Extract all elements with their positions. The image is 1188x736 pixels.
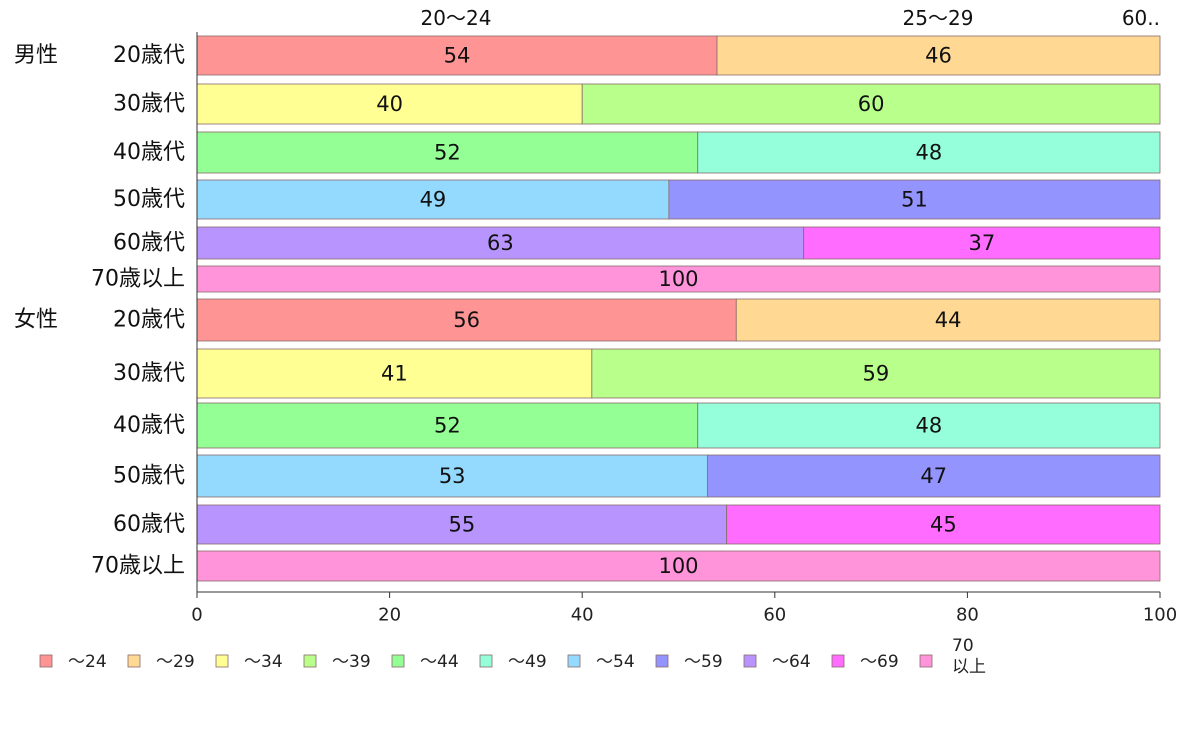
row-label: 50歳代 (113, 187, 185, 212)
bar-segment (196, 298, 737, 342)
legend-label: 70 以上 (952, 636, 986, 677)
bar-segment (196, 550, 1161, 582)
bar-value-label: 100 (658, 554, 698, 578)
bar-segment (697, 131, 1161, 174)
bar-value-label: 60 (858, 92, 885, 116)
top-label: 60.. (1122, 6, 1160, 30)
top-label: 20〜24 (421, 6, 492, 30)
legend-label: 〜64 (772, 652, 811, 672)
bar-value-label: 41 (381, 362, 408, 386)
x-tick-label: 20 (378, 605, 401, 626)
row-label: 30歳代 (113, 92, 185, 117)
bar-segment (196, 83, 583, 125)
bar-value-label: 54 (444, 44, 471, 68)
row-label: 60歳代 (113, 512, 185, 537)
bar-value-label: 53 (439, 464, 466, 488)
bar-value-label: 52 (434, 414, 461, 438)
bar-segment (196, 265, 1161, 293)
legend-label: 〜59 (684, 652, 723, 672)
bar-segment (581, 83, 1161, 125)
top-label: 25〜29 (903, 6, 974, 30)
bar-value-label: 44 (935, 308, 962, 332)
legend-label: 〜54 (596, 652, 635, 672)
bar-value-label: 48 (916, 414, 943, 438)
row-label: 70歳以上 (91, 554, 185, 579)
row-label: 50歳代 (113, 464, 185, 489)
bar-segment (196, 179, 670, 220)
bar-value-label: 52 (434, 141, 461, 165)
bar-segment (706, 454, 1161, 498)
row-label: 70歳以上 (91, 267, 185, 292)
bar-value-label: 51 (901, 188, 928, 212)
bar-segment (196, 131, 699, 174)
group-label: 男性 (14, 43, 58, 68)
bar-value-label: 37 (968, 231, 995, 255)
row-label: 60歳代 (113, 231, 185, 256)
row-label: 20歳代 (113, 308, 185, 333)
bar-value-label: 56 (453, 308, 480, 332)
legend-swatch (567, 654, 581, 668)
bar-value-label: 45 (930, 513, 957, 537)
x-tick-label: 60 (763, 605, 786, 626)
row-label: 40歳代 (113, 140, 185, 165)
x-tick-label: 0 (191, 605, 202, 626)
legend-swatch (831, 654, 845, 668)
bar-value-label: 48 (916, 141, 943, 165)
bar-value-label: 100 (658, 267, 698, 291)
row-label: 20歳代 (113, 43, 185, 68)
bar-value-label: 63 (487, 231, 514, 255)
bar-segment (196, 348, 593, 399)
legend-swatch (479, 654, 493, 668)
legend-swatch (391, 654, 405, 668)
row-label: 40歳代 (113, 413, 185, 438)
bar-value-label: 49 (420, 188, 447, 212)
bar-segment (716, 35, 1161, 76)
legend-swatch (655, 654, 669, 668)
bar-segment (697, 402, 1161, 449)
legend-label: 〜49 (508, 652, 547, 672)
bar-value-label: 40 (376, 92, 403, 116)
legend-label: 〜24 (68, 652, 107, 672)
x-tick-label: 80 (956, 605, 979, 626)
bar-value-label: 46 (925, 44, 952, 68)
group-label: 女性 (14, 308, 58, 333)
legend-swatch (127, 654, 141, 668)
legend-swatch (919, 654, 933, 668)
bar-segment (196, 35, 718, 76)
legend-label: 〜44 (420, 652, 459, 672)
x-tick-label: 40 (571, 605, 594, 626)
bar-segment (591, 348, 1161, 399)
bar-segment (668, 179, 1161, 220)
bar-segment (726, 504, 1161, 545)
legend-swatch (215, 654, 229, 668)
bar-segment (735, 298, 1161, 342)
legend-swatch (39, 654, 53, 668)
legend-swatch (743, 654, 757, 668)
legend-swatch (303, 654, 317, 668)
legend-label: 〜39 (332, 652, 371, 672)
bar-segment (196, 504, 728, 545)
bar-value-label: 59 (863, 362, 890, 386)
bar-value-label: 55 (448, 513, 475, 537)
x-tick-label: 100 (1143, 605, 1177, 626)
legend-label: 〜69 (860, 652, 899, 672)
bar-value-label: 47 (920, 464, 947, 488)
row-label: 30歳代 (113, 361, 185, 386)
legend-label: 〜34 (244, 652, 283, 672)
legend-label: 〜29 (156, 652, 195, 672)
bar-segment (803, 226, 1161, 260)
